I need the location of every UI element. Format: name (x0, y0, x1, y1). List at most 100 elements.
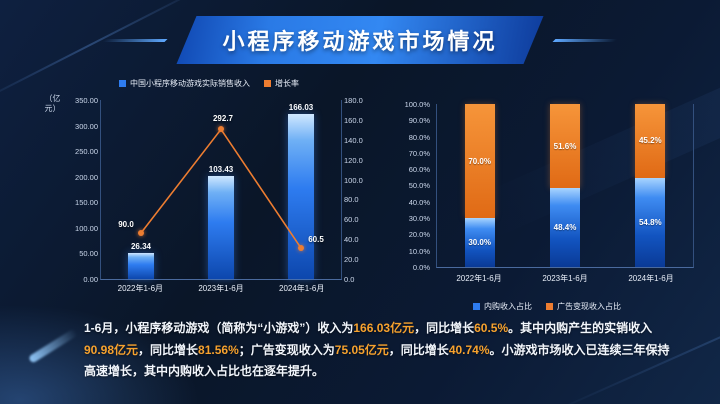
right-chart-legend: 内购收入占比 广告变现收入占比 (386, 301, 708, 312)
secondary-axis-tick: 20.0 (344, 255, 359, 264)
left-bars: 26.34 103.43 166.03 (101, 100, 341, 279)
secondary-axis-tick: 40.0 (344, 235, 359, 245)
y-axis-tick: 350.00 (75, 96, 98, 105)
legend-item: 中国小程序移动游戏实际销售收入 (119, 78, 250, 89)
highlight-number: 81.56% (198, 342, 239, 357)
secondary-axis-tick: 180.0 (344, 96, 363, 105)
right-bars: 70.0% 30.0% 51.6% 48.4% 45.2% 54.8% (437, 104, 693, 267)
ad-share-label: 51.6% (553, 141, 577, 151)
title-row: 小程序移动游戏市场情况 (0, 16, 720, 64)
y-axis-tick: 100.00 (75, 223, 98, 233)
x-axis-label: 2022年1-6月 (117, 284, 164, 293)
secondary-axis-tick: 80.0 (344, 195, 359, 205)
ad-share-label: 70.0% (468, 156, 491, 166)
footer-segment: 1-6月，小程序移动游戏（简称为“小游戏”）收入为 (84, 321, 354, 335)
growth-value-label: 292.7 (212, 114, 234, 124)
secondary-axis-tick: 140.0 (344, 135, 363, 145)
legend-swatch (473, 303, 480, 310)
legend-label: 广告变现收入占比 (557, 302, 621, 311)
line-marker (137, 229, 144, 236)
left-plot-area: 26.34 103.43 166.03 90.0 292.7 60.5 (100, 100, 342, 280)
y-axis-tick: 60.0% (408, 165, 430, 175)
stacked-bar: 45.2% 54.8% (608, 104, 693, 267)
footer-segment: ；广告变现收入为 (238, 342, 335, 357)
revenue-share-chart: 100.0% 90.0% 80.0% 70.0% 60.0% 50.0% 40.0% 30.0… (386, 76, 708, 328)
ad-revenue-segment: 51.6% (549, 104, 580, 189)
secondary-axis-tick: 160.0 (344, 115, 363, 125)
secondary-axis-tick: 120.0 (344, 155, 363, 165)
x-axis-label: 2024年1-6月 (279, 284, 325, 293)
sales-bar (128, 252, 154, 279)
y-axis-tick: 90.0% (408, 116, 430, 126)
right-plot-area: 70.0% 30.0% 51.6% 48.4% 45.2% 54.8% (436, 104, 694, 268)
footer-segment: ，同比增长 (414, 321, 475, 335)
y-axis-tick: 0.0% (412, 262, 430, 272)
bar-value-label: 166.03 (288, 102, 314, 112)
line-marker (298, 245, 304, 252)
y-axis-tick: 70.0% (408, 148, 430, 158)
iap-share-label: 30.0% (468, 238, 491, 248)
left-secondary-axis-ticks: 180.0 160.0 140.0 120.0 100.0 80.0 60.0 40.0 20.… (344, 96, 374, 284)
legend-item: 增长率 (264, 78, 299, 89)
footer-segment: 。小游戏市场收入已连续三年保持高速增长，其中内购收入占比也在逐年提升。 (84, 342, 670, 379)
y-axis-tick: 10.0% (408, 246, 430, 256)
legend-item: 内购收入占比 (473, 301, 532, 312)
bar-value-label: 103.43 (208, 165, 234, 175)
line-marker (218, 126, 224, 133)
title-accent-left (102, 38, 168, 42)
x-axis-label: 2023年1-6月 (542, 274, 588, 283)
bar-group: 166.03 (261, 100, 341, 279)
y-axis-tick: 250.00 (75, 147, 98, 157)
right-y-axis-ticks: 100.0% 90.0% 80.0% 70.0% 60.0% 50.0% 40.0% 30.0… (388, 100, 430, 272)
y-axis-tick: 300.00 (75, 121, 98, 131)
y-axis-tick: 20.0% (408, 230, 430, 240)
x-axis-label: 2024年1-6月 (628, 274, 674, 283)
footer-segment: 。其中内购产生的实销收入 (508, 321, 653, 335)
y-axis-tick: 150.00 (75, 198, 98, 208)
secondary-axis-tick: 100.0 (344, 175, 363, 185)
y-axis-tick: 80.0% (408, 132, 430, 142)
y-axis-tick: 50.00 (79, 249, 98, 259)
ad-revenue-segment: 70.0% (464, 104, 495, 219)
y-axis-tick: 100.0% (404, 100, 430, 109)
y-axis-unit-label: （亿元） (44, 94, 61, 113)
legend-swatch (546, 303, 553, 310)
secondary-axis-tick: 0.0 (344, 274, 355, 284)
left-line-overlay: 90.0 292.7 60.5 (101, 100, 341, 279)
sales-bar (288, 113, 314, 279)
highlight-number: 166.03亿元 (353, 321, 415, 335)
highlight-number: 60.5% (474, 321, 509, 335)
highlight-number: 40.74% (448, 342, 490, 357)
ad-share-label: 45.2% (638, 136, 662, 146)
title-banner: 小程序移动游戏市场情况 (176, 16, 543, 64)
page-title: 小程序移动游戏市场情况 (222, 29, 498, 54)
iap-revenue-segment: 54.8% (635, 177, 666, 267)
iap-revenue-segment: 48.4% (549, 188, 580, 267)
footer-segment: ，同比增长 (138, 342, 199, 357)
x-axis-label: 2023年1-6月 (198, 284, 244, 293)
bar-group: 103.43 (181, 100, 261, 279)
iap-share-label: 48.4% (553, 223, 577, 233)
y-axis-tick: 50.0% (408, 181, 430, 191)
legend-item: 广告变现收入占比 (546, 301, 621, 312)
growth-value-label: 90.0 (118, 219, 134, 229)
highlight-number: 90.98亿元 (84, 342, 139, 357)
y-axis-tick: 40.0% (408, 197, 430, 207)
legend-label: 内购收入占比 (484, 302, 532, 311)
stacked-bar: 70.0% 30.0% (437, 104, 522, 267)
ad-revenue-segment: 45.2% (635, 104, 666, 178)
summary-text: 1-6月，小程序移动游戏（简称为“小游戏”）收入为166.03亿元，同比增长60… (84, 318, 674, 383)
legend-label: 增长率 (275, 79, 299, 88)
y-axis-tick: 200.00 (75, 172, 98, 182)
footer-accent-streak (27, 328, 79, 364)
bar-value-label: 26.34 (130, 241, 152, 251)
left-x-axis-labels: 2022年1-6月 2023年1-6月 2024年1-6月 (100, 283, 342, 294)
iap-revenue-segment: 30.0% (464, 218, 495, 267)
legend-swatch (264, 80, 271, 87)
legend-label: 中国小程序移动游戏实际销售收入 (130, 79, 250, 88)
footer-segment: ，同比增长 (388, 342, 449, 357)
stacked-bar: 51.6% 48.4% (522, 104, 607, 267)
sales-bar (208, 176, 234, 279)
iap-share-label: 54.8% (638, 217, 662, 227)
